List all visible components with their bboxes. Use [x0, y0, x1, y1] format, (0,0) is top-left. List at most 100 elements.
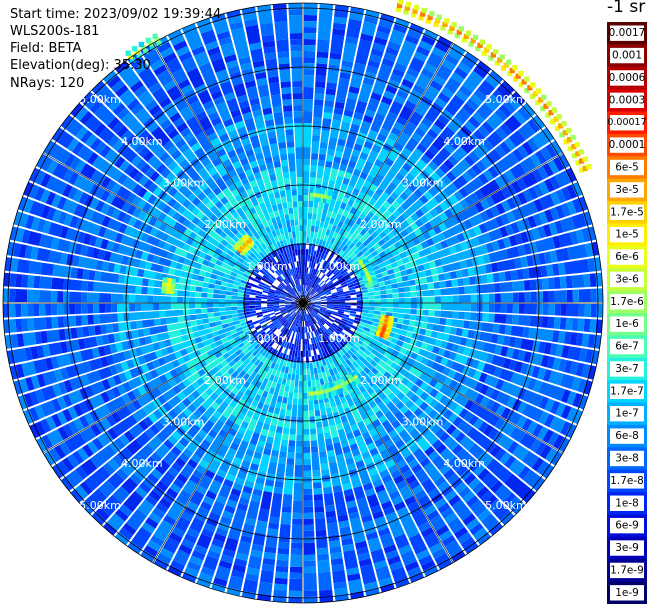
- colorbar-label-box-10: [610, 249, 644, 265]
- ppi-field: [3, 3, 603, 604]
- colorbar-label-9: 1e-5: [615, 229, 639, 241]
- colorbar-label-16: 1.7e-7: [610, 385, 644, 397]
- range-label-5km: 5.00km: [79, 93, 121, 106]
- range-label-2km: 2.00km: [204, 218, 246, 231]
- colorbar-label-box-6: [610, 159, 644, 176]
- range-label-1km: 1.00km: [246, 332, 288, 345]
- ppi-plot: 1.00km 1.00km 1.00km 1.00km 2.00km 2.00km 2.00…: [2, 0, 604, 604]
- range-label-3km: 3.00km: [402, 177, 444, 190]
- nrays: NRays: 120: [10, 76, 85, 91]
- elevation: Elevation(deg): 35.30: [10, 58, 151, 73]
- colorbar-label-box-14: [610, 338, 644, 355]
- colorbar-label-24: 1.7e-9: [610, 564, 644, 576]
- colorbar-label-box-5: [610, 137, 644, 153]
- range-label-4km: 4.00km: [443, 135, 485, 148]
- range-label-5km: 5.00km: [79, 499, 121, 512]
- range-label-4km: 4.00km: [443, 457, 485, 470]
- colorbar-label-box-23: [610, 540, 644, 556]
- echo-1: [125, 33, 162, 63]
- colorbar-label-box-9: [610, 226, 644, 243]
- colorbar-label-box-19: [610, 450, 644, 467]
- range-label-1km: 1.00km: [318, 260, 360, 273]
- colorbar-label-box-24: [610, 562, 644, 579]
- range-label-3km: 3.00km: [402, 416, 444, 429]
- colorbar-label-box-2: [610, 70, 644, 86]
- colorbar-label-box-21: [610, 495, 644, 511]
- colorbar-label-23: 3e-9: [615, 542, 639, 554]
- colorbar-label-19: 3e-8: [615, 453, 639, 465]
- range-label-4km: 4.00km: [121, 135, 163, 148]
- colorbar-label-box-25: [610, 585, 644, 601]
- colorbar-label-12: 1.7e-6: [610, 296, 644, 308]
- range-label-3km: 3.00km: [163, 177, 205, 190]
- colorbar-label-10: 6e-6: [615, 251, 639, 263]
- colorbar-label-18: 6e-8: [615, 430, 639, 442]
- range-label-1km: 1.00km: [246, 260, 288, 273]
- azimuth-lines: [3, 3, 603, 603]
- radar-center: [295, 295, 311, 311]
- azimuth-line-330: [152, 43, 304, 304]
- colorbar-label-box-8: [610, 204, 644, 220]
- colorbar-label-21: 1e-8: [615, 497, 639, 509]
- range-label-5km: 5.00km: [485, 93, 527, 106]
- colorbar-label-20: 1.7e-8: [610, 475, 644, 487]
- azimuth-line-150: [302, 302, 454, 563]
- scan-info: Start time: 2023/09/02 19:39:44 WLS200s-…: [10, 6, 221, 92]
- colorbar-label-22: 6e-9: [615, 520, 639, 532]
- colorbar-label-6: 6e-5: [615, 162, 639, 174]
- colorbar-label-box-1: [610, 47, 644, 64]
- colorbar-label-7: 3e-5: [615, 184, 639, 196]
- colorbar-label-box-20: [610, 473, 644, 489]
- range-label-5km: 5.00km: [485, 499, 527, 512]
- range-label-2km: 2.00km: [204, 374, 246, 387]
- colorbar-label-8: 1.7e-5: [610, 206, 644, 218]
- ppi-echoes: [125, 0, 592, 401]
- azimuth-line-240: [43, 302, 304, 454]
- echo-6: [234, 235, 254, 256]
- colorbar: 0.0017 0.001 0.0006 0.0003 0.00017 0.0001 6e-5…: [607, 22, 647, 604]
- colorbar-label-box-15: [610, 361, 644, 377]
- colorbar-label-box-0: [610, 25, 644, 41]
- colorbar-label-box-22: [610, 517, 644, 534]
- colorbar-label-3: 0.0003: [609, 94, 646, 106]
- colorbar-label-box-11: [610, 271, 644, 288]
- colorbar-label-2: 0.0006: [609, 72, 646, 84]
- range-label-2km: 2.00km: [360, 218, 402, 231]
- colorbar-label-1: 0.001: [612, 50, 642, 62]
- range-label-3km: 3.00km: [163, 416, 205, 429]
- colorbar-label-15: 3e-7: [615, 363, 639, 375]
- azimuth-line-300: [43, 152, 304, 304]
- colorbar-label-25: 1e-9: [615, 587, 639, 599]
- colorbar-label-4: 0.00017: [607, 117, 646, 128]
- echo-5: [308, 372, 361, 401]
- range-label-1km: 1.00km: [318, 332, 360, 345]
- colorbar-label-11: 3e-6: [615, 273, 639, 285]
- field-name: Field: BETA: [10, 41, 82, 56]
- colorbar-label-box-18: [610, 428, 644, 444]
- colorbar-title: -1 sr: [607, 0, 646, 17]
- colorbar-label-box-13: [610, 316, 644, 332]
- colorbar-label-14: 6e-7: [615, 341, 639, 353]
- colorbar-label-box-3: [610, 92, 644, 109]
- colorbar-label-box-12: [610, 294, 644, 310]
- colorbar-label-13: 1e-6: [615, 318, 639, 330]
- colorbar-label-box-16: [610, 383, 644, 400]
- range-label-4km: 4.00km: [121, 457, 163, 470]
- azimuth-line-60: [302, 152, 563, 304]
- colorbar-label-5: 0.0001: [609, 139, 646, 151]
- range-labels: 1.00km 1.00km 1.00km 1.00km 2.00km 2.00km 2.00…: [79, 93, 526, 512]
- echo-2: [309, 187, 333, 204]
- range-label-2km: 2.00km: [360, 374, 402, 387]
- azimuth-line-120: [302, 302, 563, 454]
- echo-0: [395, 0, 592, 173]
- colorbar-label-box-7: [610, 182, 644, 198]
- azimuth-line-210: [152, 302, 304, 563]
- colorbar-label-17: 1e-7: [615, 408, 639, 420]
- instrument-name: WLS200s-181: [10, 24, 100, 39]
- echo-4: [376, 314, 394, 340]
- azimuth-line-30: [302, 43, 454, 304]
- echo-3: [355, 257, 378, 288]
- echo-7: [161, 277, 176, 295]
- colorbar-label-box-17: [610, 406, 644, 422]
- colorbar-label-0: 0.0017: [609, 27, 646, 39]
